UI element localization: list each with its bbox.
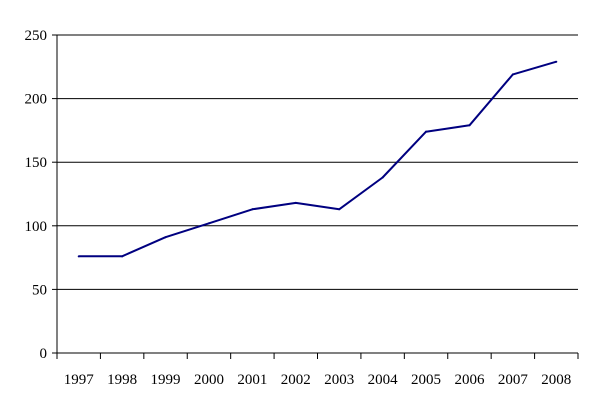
data-point-2004 <box>381 176 384 179</box>
y-tick-label: 0 <box>40 346 48 362</box>
x-axis-tick-labels: 1997 1998 1999 2000 2001 2002 2003 2004 2005 2006… <box>64 372 572 388</box>
data-point-2002 <box>294 201 297 204</box>
data-point-2008 <box>555 60 558 63</box>
data-point-2003 <box>338 208 341 211</box>
x-tick-label: 2003 <box>324 372 354 388</box>
axes <box>52 34 579 359</box>
y-axis-tick-labels: 0 50 100 150 200 250 <box>25 28 48 362</box>
x-tick-label: 1998 <box>107 372 137 388</box>
series-layer <box>77 60 558 258</box>
x-tick-label: 2008 <box>541 372 571 388</box>
series-line-0 <box>78 60 557 258</box>
x-tick-label: 2007 <box>498 372 529 388</box>
data-point-1999 <box>164 236 167 239</box>
data-point-2001 <box>251 208 254 211</box>
data-point-2005 <box>425 130 428 133</box>
y-tick-label: 200 <box>25 92 48 108</box>
y-tick-label: 50 <box>32 282 47 298</box>
data-point-2006 <box>468 124 471 127</box>
x-tick-label: 2000 <box>194 372 224 388</box>
data-point-1997 <box>77 255 80 258</box>
x-tick-label: 1997 <box>64 372 95 388</box>
y-tick-label: 100 <box>25 219 48 235</box>
data-point-2007 <box>511 73 514 76</box>
y-tick-label: 250 <box>25 28 48 44</box>
x-tick-label: 1999 <box>151 372 181 388</box>
x-tick-label: 2002 <box>281 372 311 388</box>
x-tick-label: 2001 <box>237 372 267 388</box>
x-tick-label: 2004 <box>368 372 399 388</box>
data-point-2000 <box>207 222 210 225</box>
data-point-1998 <box>121 255 124 258</box>
y-tick-label: 150 <box>25 155 48 171</box>
x-tick-label: 2006 <box>454 372 485 388</box>
x-tick-label: 2005 <box>411 372 441 388</box>
